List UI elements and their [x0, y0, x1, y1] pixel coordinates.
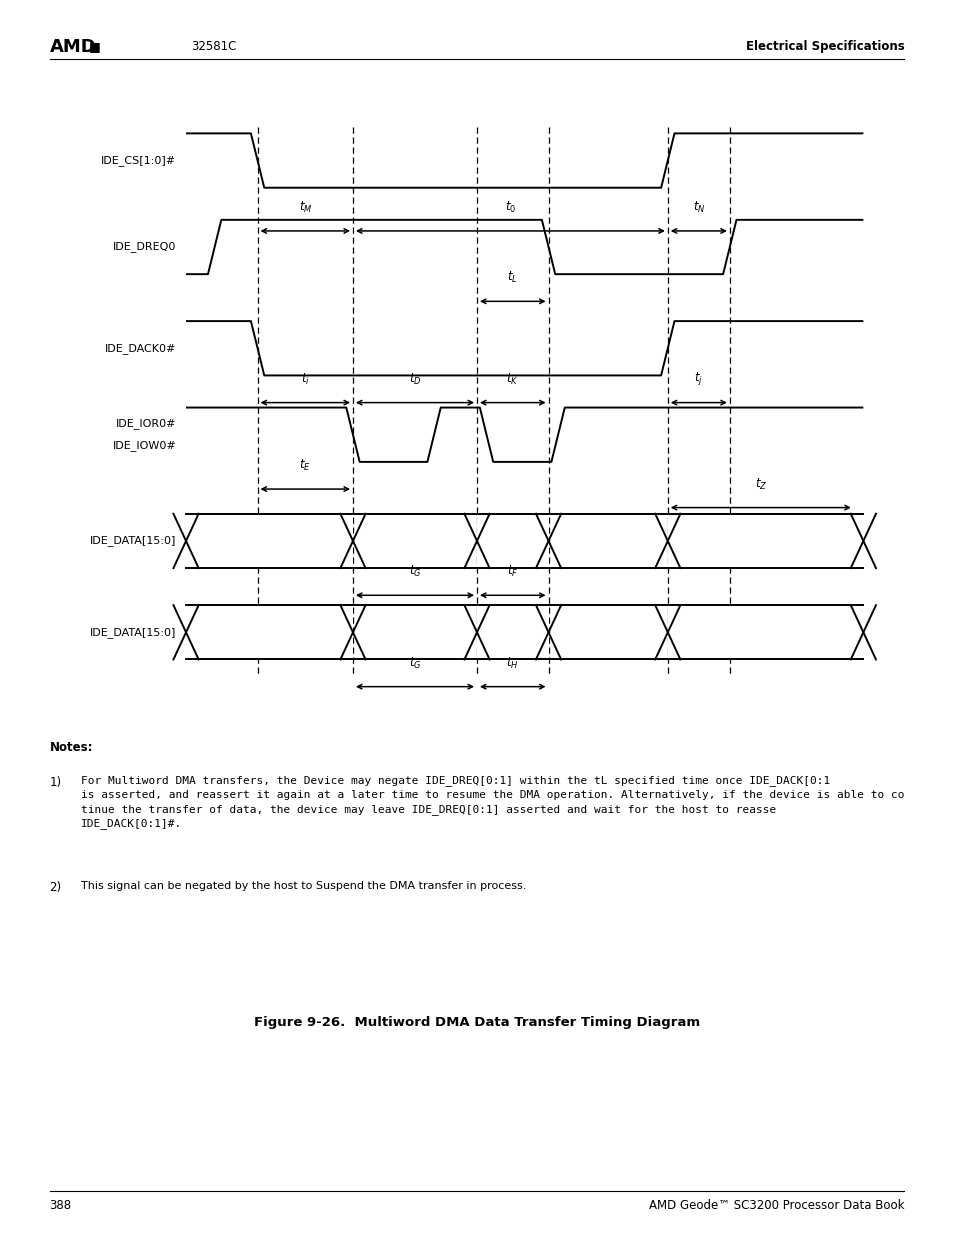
Text: $t_M$: $t_M$: [298, 200, 312, 215]
Text: IDE_CS[1:0]#: IDE_CS[1:0]#: [101, 156, 176, 165]
Text: ■: ■: [89, 41, 100, 53]
Text: For Multiword DMA transfers, the Device may negate IDE_DREQ[0:1] within the tL s: For Multiword DMA transfers, the Device …: [81, 776, 903, 829]
Text: $t_E$: $t_E$: [299, 458, 311, 473]
Bar: [476, 514, 548, 568]
Text: $t_K$: $t_K$: [506, 372, 518, 387]
Text: 388: 388: [50, 1199, 71, 1212]
Text: $t_i$: $t_i$: [300, 372, 310, 387]
Text: IDE_IOW0#: IDE_IOW0#: [112, 440, 176, 451]
Text: IDE_DATA[15:0]: IDE_DATA[15:0]: [90, 627, 176, 637]
Text: 2): 2): [50, 881, 62, 894]
Text: 1): 1): [50, 776, 62, 789]
Text: $t_F$: $t_F$: [506, 564, 518, 579]
Bar: [186, 514, 353, 568]
Text: IDE_DATA[15:0]: IDE_DATA[15:0]: [90, 536, 176, 546]
Text: 32581C: 32581C: [191, 41, 236, 53]
Text: IDE_DACK0#: IDE_DACK0#: [105, 343, 176, 353]
Text: $t_L$: $t_L$: [507, 270, 517, 285]
Text: $t_0$: $t_0$: [504, 200, 516, 215]
Text: Figure 9-26.  Multiword DMA Data Transfer Timing Diagram: Figure 9-26. Multiword DMA Data Transfer…: [253, 1016, 700, 1029]
Text: $t_G$: $t_G$: [408, 564, 421, 579]
Text: IDE_IOR0#: IDE_IOR0#: [116, 419, 176, 430]
Bar: [476, 605, 548, 659]
Text: IDE_DREQ0: IDE_DREQ0: [113, 242, 176, 252]
Text: $t_j$: $t_j$: [694, 369, 702, 387]
Text: $t_D$: $t_D$: [408, 372, 421, 387]
Text: This signal can be negated by the host to Suspend the DMA transfer in process.: This signal can be negated by the host t…: [81, 881, 526, 890]
Bar: [186, 514, 862, 568]
Text: Notes:: Notes:: [50, 741, 93, 755]
Text: $t_H$: $t_H$: [506, 656, 518, 671]
Text: $t_N$: $t_N$: [692, 200, 704, 215]
Text: Electrical Specifications: Electrical Specifications: [745, 41, 903, 53]
Text: AMD: AMD: [50, 38, 96, 56]
Bar: [667, 605, 862, 659]
Bar: [186, 605, 862, 659]
Text: AMD Geode™ SC3200 Processor Data Book: AMD Geode™ SC3200 Processor Data Book: [648, 1199, 903, 1212]
Text: $t_G$: $t_G$: [408, 656, 421, 671]
Text: $t_Z$: $t_Z$: [754, 477, 766, 492]
Bar: [667, 514, 862, 568]
Bar: [186, 605, 353, 659]
